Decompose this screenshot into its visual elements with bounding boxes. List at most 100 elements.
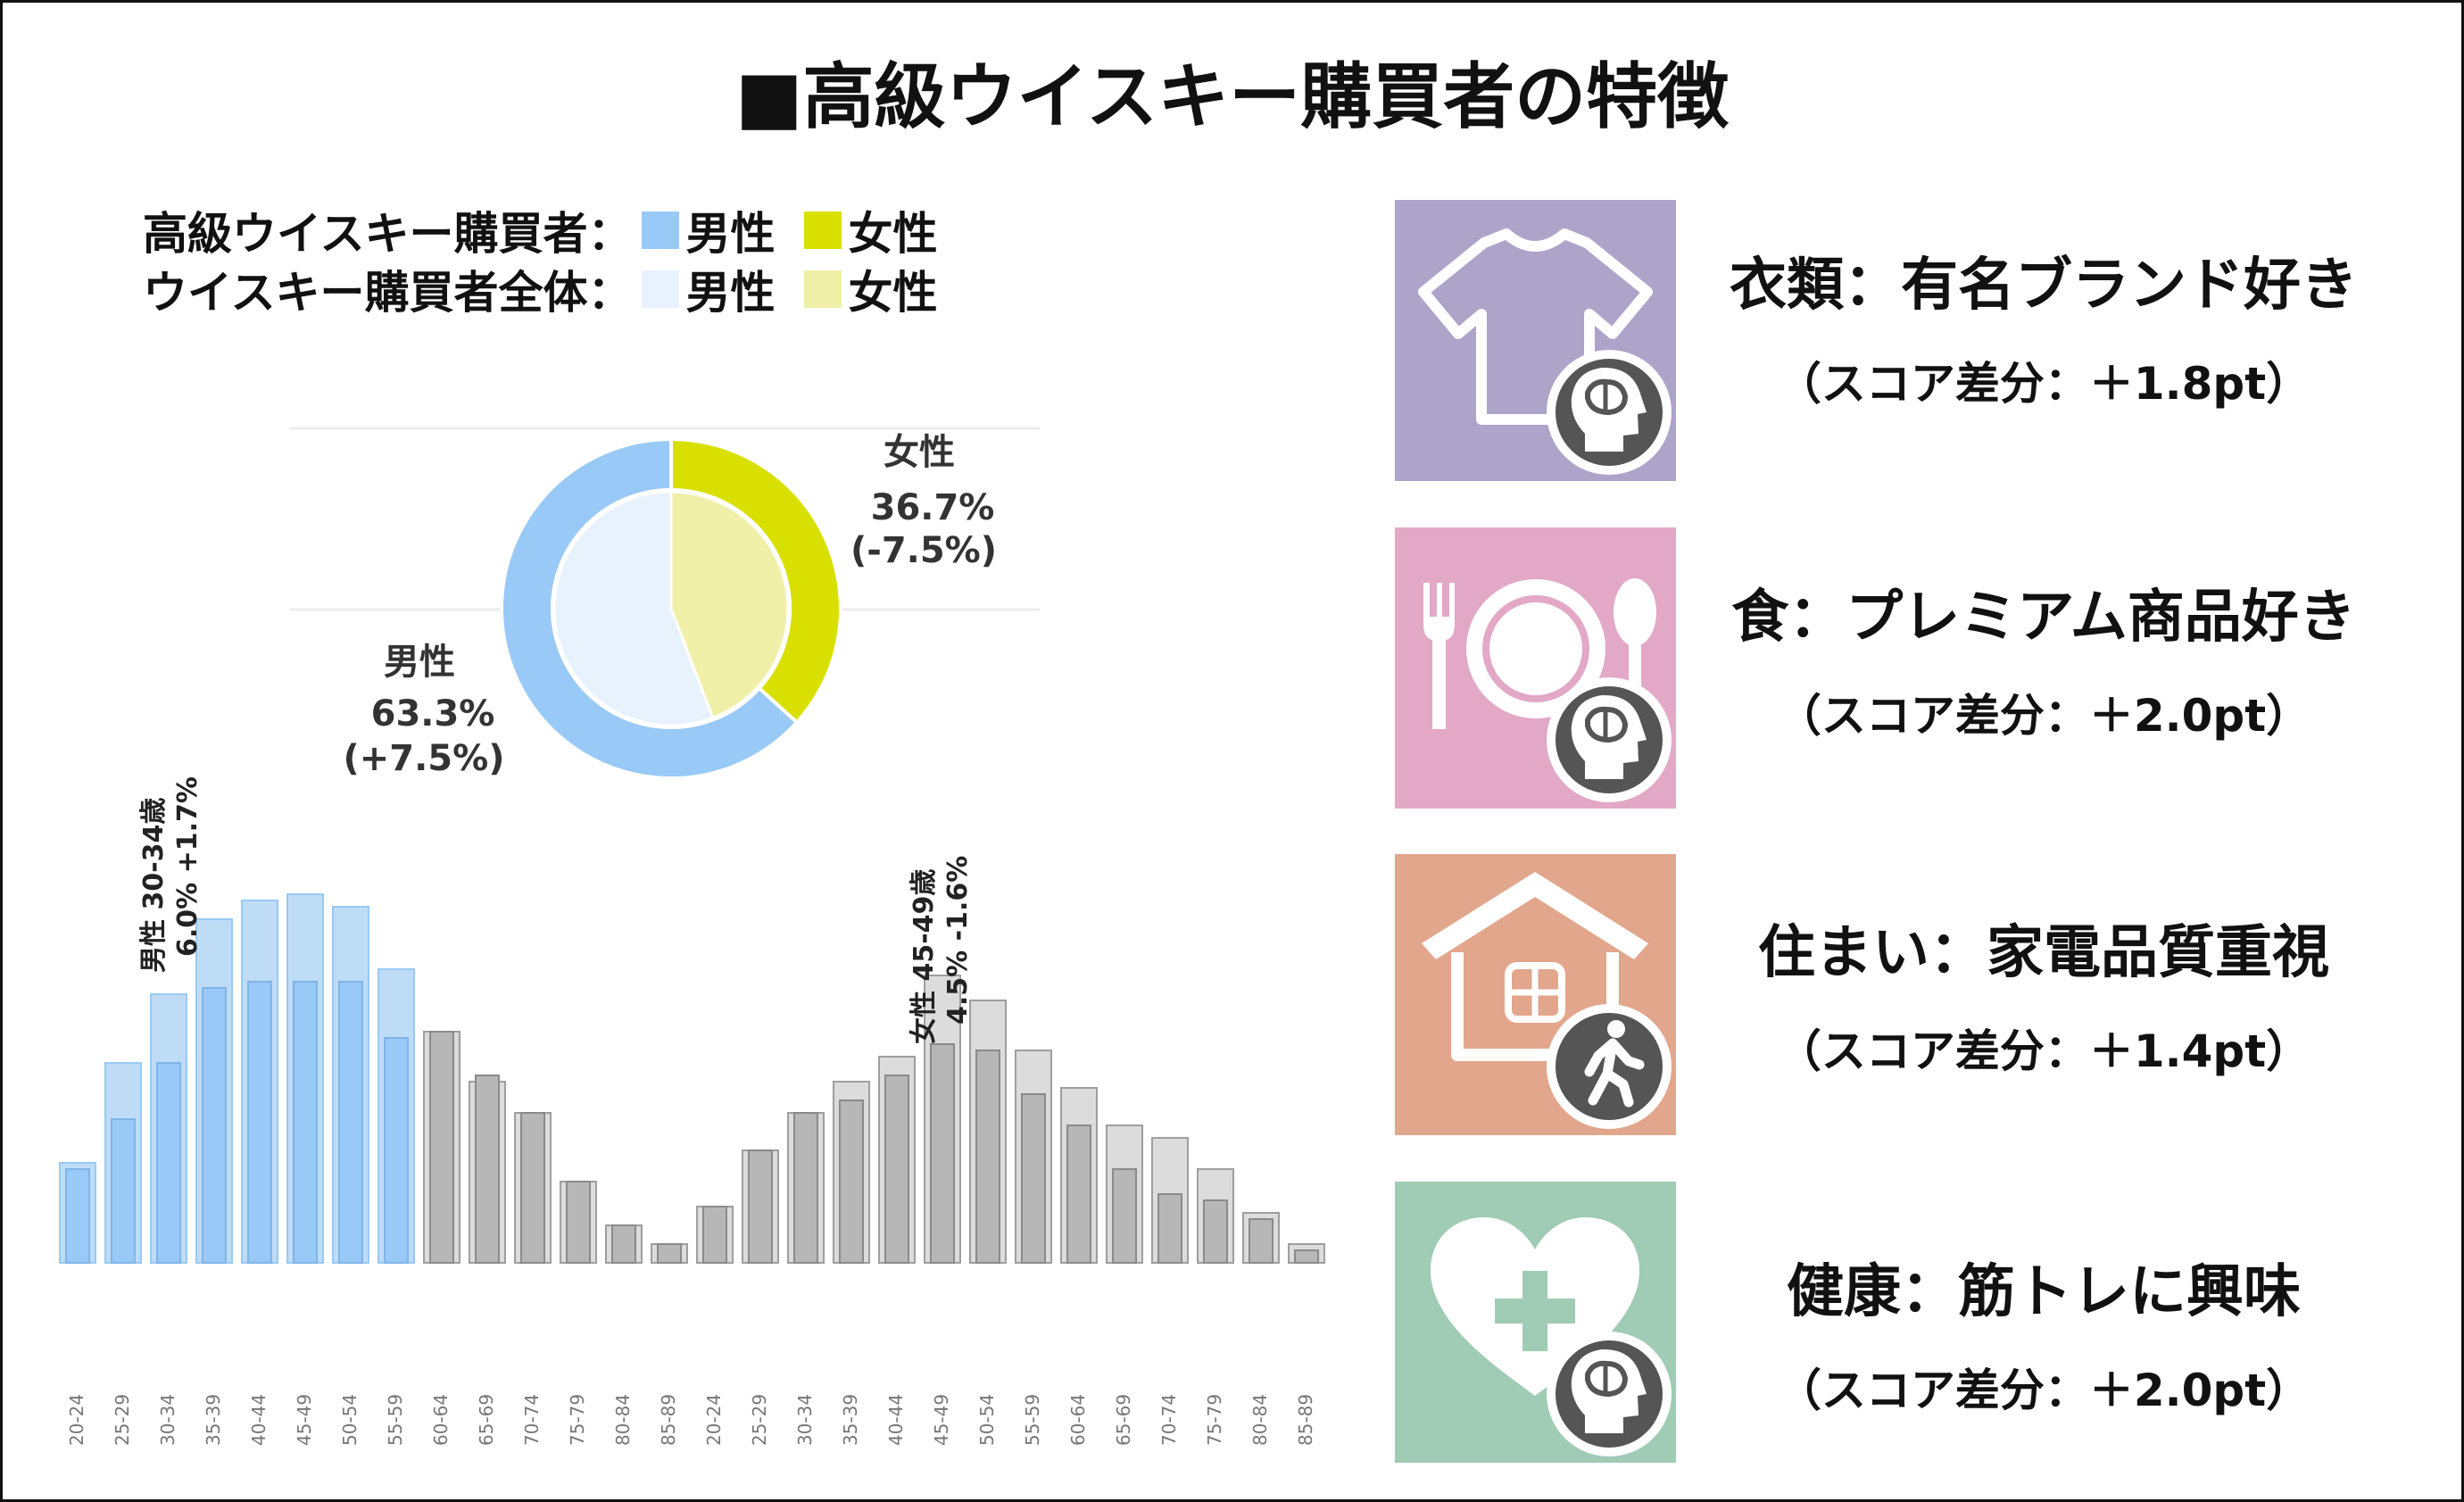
bar-highend-35-39-female — [839, 1100, 864, 1264]
page-title: ■高級ウイスキー購買者の特徴 — [734, 55, 1730, 138]
bar-highend-80-84-male — [611, 1224, 636, 1264]
legend-female-label: 女性 — [848, 208, 938, 260]
x-tick-label: 60-64 — [1067, 1394, 1089, 1446]
bar-highend-45-49-male — [293, 981, 318, 1264]
category-health-name: 健康：筋トレに興味 — [1787, 1259, 2301, 1325]
bar-highend-40-44-female — [884, 1075, 909, 1264]
legend-swatch-male-all — [641, 270, 679, 308]
female-peak-annotation-line2: 4.5% -1.6% — [942, 856, 974, 1025]
category-food-name: 食：プレミアム商品好き — [1731, 585, 2356, 651]
bar-highend-60-64-female — [1066, 1124, 1091, 1264]
x-tick-label: 60-64 — [430, 1394, 452, 1446]
category-clothing-score: （スコア差分：＋1.8pt） — [1776, 358, 2311, 410]
category-clothing-text: 衣類：有名ブランド好き （スコア差分：＋1.8pt） — [1696, 239, 2392, 412]
bar-highend-70-74-female — [1157, 1193, 1182, 1264]
donut-female-name: 女性 — [884, 432, 955, 473]
bar-highend-25-29-male — [111, 1118, 136, 1264]
donut-inner-slice-male — [552, 490, 715, 727]
x-tick-label: 30-34 — [794, 1394, 816, 1446]
x-tick-label: 65-69 — [476, 1394, 497, 1446]
bar-highend-65-69-male — [475, 1075, 500, 1264]
bar-highend-35-39-male — [202, 987, 227, 1264]
donut-ring-separator — [551, 488, 792, 729]
brain-head-icon — [1547, 350, 1672, 475]
category-health — [1395, 1182, 1676, 1463]
x-tick-label: 80-84 — [1249, 1394, 1271, 1446]
bar-highend-45-49-female — [930, 1043, 955, 1264]
x-tick-label: 45-49 — [931, 1394, 952, 1446]
category-housing — [1395, 854, 1676, 1135]
male-peak-annotation-line1: 男性 30-34歳 — [138, 798, 170, 973]
x-tick-label: 40-44 — [885, 1394, 907, 1446]
x-tick-label: 40-44 — [248, 1394, 270, 1446]
bar-highend-75-79-female — [1203, 1199, 1228, 1264]
x-tick-labels: 20-24 25-29 30-34 35-39 40-44 45-49 50-54 55-59… — [66, 1394, 1316, 1446]
category-food-text: 食：プレミアム商品好き （スコア差分：＋2.0pt） — [1696, 571, 2392, 744]
walking-person-icon — [1547, 1004, 1672, 1129]
x-tick-label: 50-54 — [976, 1394, 998, 1446]
bar-highend-60-64-male — [429, 1031, 454, 1264]
bar-highend-55-59-female — [1021, 1093, 1046, 1264]
x-tick-label: 20-24 — [66, 1394, 87, 1446]
legend-row1-label: 高級ウイスキー購買者： — [143, 208, 633, 260]
bar-highend-80-84-female — [1249, 1218, 1273, 1264]
donut-male-diff: (+7.5%) — [343, 738, 504, 779]
house-icon — [1422, 872, 1648, 1061]
x-tick-label: 70-74 — [1158, 1394, 1180, 1446]
x-tick-label: 30-34 — [157, 1394, 178, 1446]
category-housing-name: 住まい：家電品質重視 — [1758, 920, 2329, 986]
category-health-score: （スコア差分：＋2.0pt） — [1776, 1365, 2311, 1416]
x-tick-label: 75-79 — [1204, 1394, 1225, 1446]
x-tick-label: 85-89 — [658, 1394, 679, 1446]
category-clothing — [1395, 200, 1676, 481]
brain-head-icon — [1547, 677, 1672, 802]
category-housing-score: （スコア差分：＋1.4pt） — [1776, 1025, 2311, 1077]
x-tick-label: 35-39 — [840, 1394, 861, 1446]
category-food-score: （スコア差分：＋2.0pt） — [1776, 690, 2311, 742]
x-tick-label: 50-54 — [339, 1394, 361, 1446]
female-peak-annotation-line1: 女性 45-49歳 — [908, 869, 940, 1044]
x-tick-label: 85-89 — [1295, 1394, 1316, 1446]
bar-highend-75-79-male — [566, 1181, 591, 1264]
x-tick-label: 80-84 — [612, 1394, 634, 1446]
category-health-text: 健康：筋トレに興味 （スコア差分：＋2.0pt） — [1696, 1246, 2392, 1419]
x-tick-label: 45-49 — [294, 1394, 315, 1446]
legend-row-all: ウイスキー購買者全体： 男性 女性 — [143, 257, 958, 321]
bar-highend-85-89-female — [1294, 1249, 1319, 1264]
bar-highend-30-34-female — [793, 1112, 818, 1264]
donut-female-pct: 36.7% — [871, 487, 995, 528]
x-tick-label: 55-59 — [1022, 1394, 1043, 1446]
bar-highend-20-24-female — [702, 1206, 727, 1264]
category-food — [1395, 527, 1676, 809]
legend-row2-label: ウイスキー購買者全体： — [143, 267, 633, 319]
x-tick-label: 20-24 — [703, 1394, 725, 1446]
donut-inner-slice-female — [669, 490, 790, 720]
tshirt-icon — [1418, 228, 1653, 425]
category-clothing-name: 衣類：有名ブランド好き — [1730, 253, 2358, 319]
legend-swatch-female-all — [803, 270, 842, 308]
legend-swatch-female-highend — [803, 212, 842, 249]
bar-highend-25-29-female — [748, 1149, 773, 1264]
male-peak-annotation-line2: 6.0% +1.7% — [172, 776, 203, 957]
legend-swatch-male-highend — [641, 212, 679, 249]
bar-chart — [59, 893, 1325, 1264]
bar-highend-50-54-female — [975, 1050, 1000, 1264]
bar-highend-50-54-male — [338, 981, 363, 1264]
plate-fork-spoon-icon — [1423, 578, 1656, 729]
x-tick-label: 70-74 — [521, 1394, 543, 1446]
legend-female-label: 女性 — [848, 267, 938, 319]
bar-highend-70-74-male — [520, 1112, 545, 1264]
x-tick-label: 75-79 — [567, 1394, 588, 1446]
legend-male-label: 男性 — [685, 267, 776, 319]
bar-highend-40-44-male — [247, 981, 272, 1264]
bar-highend-65-69-female — [1112, 1168, 1137, 1264]
brain-head-icon — [1547, 1332, 1672, 1456]
legend-row-highend: 高級ウイスキー購買者： 男性 女性 — [143, 198, 958, 262]
donut-chart — [500, 436, 842, 780]
legend-male-label: 男性 — [685, 208, 776, 260]
x-tick-label: 35-39 — [203, 1394, 224, 1446]
donut-male-pct: 63.3% — [371, 693, 495, 734]
category-housing-text: 住まい：家電品質重視 （スコア差分：＋1.4pt） — [1696, 907, 2392, 1080]
donut-female-diff: (-7.5%) — [850, 530, 997, 571]
